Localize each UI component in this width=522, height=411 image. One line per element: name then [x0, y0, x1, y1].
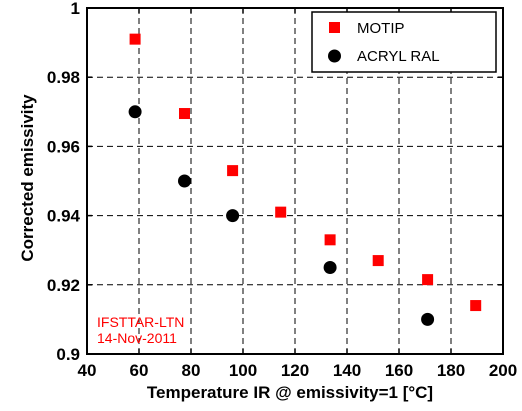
- data-point-square: [227, 165, 239, 177]
- data-point-square: [324, 234, 336, 246]
- x-tick-label: 60: [130, 361, 149, 380]
- data-point-square: [129, 33, 141, 45]
- data-point-square: [372, 255, 384, 267]
- data-point-square: [179, 108, 190, 120]
- annotation-date: 14-Nov-2011: [97, 330, 177, 346]
- legend: MOTIP ACRYL RAL: [311, 11, 497, 73]
- x-tick-label: 40: [78, 361, 97, 380]
- plot-frame: [86, 7, 504, 355]
- data-point-circle: [421, 312, 435, 326]
- data-point-circle: [323, 261, 337, 274]
- y-tick-label: 0.92: [47, 276, 80, 295]
- x-tick-label: 180: [437, 361, 465, 380]
- legend-marker-acryl-ral: [328, 49, 341, 63]
- y-tick-label: 1: [71, 0, 80, 18]
- y-tick-label: 0.96: [47, 137, 80, 156]
- x-tick-labels: 40 60 80 100 120 140 160 180 200: [78, 361, 518, 380]
- y-axis-title: Corrected emissivity: [18, 94, 37, 262]
- data-point-square: [275, 206, 287, 218]
- x-tick-label: 140: [333, 361, 361, 380]
- data-point-circle: [128, 105, 142, 119]
- series-acryl-ral: [128, 105, 435, 326]
- x-tick-label: 200: [489, 361, 517, 380]
- x-axis-title: Temperature IR @ emissivity=1 [°C]: [147, 383, 433, 402]
- legend-box: [311, 11, 497, 73]
- data-point-square: [422, 274, 434, 286]
- x-tick-label: 80: [182, 361, 201, 380]
- legend-label-acryl-ral: ACRYL RAL: [357, 48, 440, 65]
- data-point-circle: [178, 174, 191, 188]
- legend-label-motip: MOTIP: [357, 20, 405, 37]
- y-tick-labels: 0.9 0.92 0.94 0.96 0.98 1: [47, 0, 81, 364]
- x-tick-label: 160: [385, 361, 413, 380]
- annotation-institution: IFSTTAR-LTN: [97, 314, 184, 330]
- data-series: [128, 33, 482, 326]
- x-tick-label: 100: [229, 361, 257, 380]
- data-point-square: [470, 300, 482, 312]
- y-tick-label: 0.9: [56, 345, 80, 364]
- y-tick-label: 0.98: [47, 68, 80, 87]
- series-motip: [129, 33, 482, 312]
- legend-marker-motip: [329, 22, 340, 33]
- y-tick-label: 0.94: [47, 207, 81, 226]
- x-tick-label: 120: [281, 361, 309, 380]
- data-point-circle: [226, 209, 240, 223]
